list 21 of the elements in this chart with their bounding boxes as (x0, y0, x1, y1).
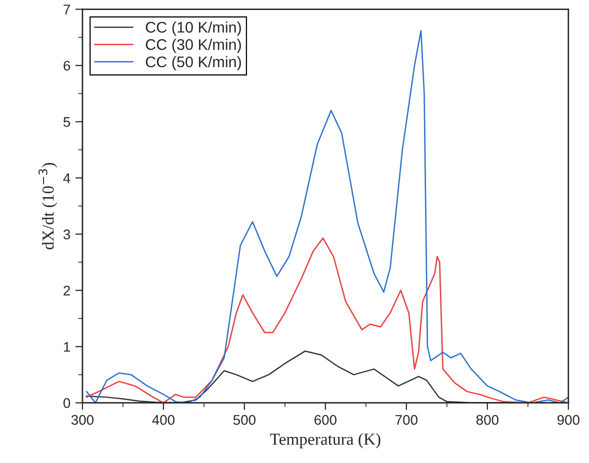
y-axis-title: dX/dt (10$^{−3}$) (38, 162, 58, 250)
x-tick-label: 700 (396, 414, 418, 425)
x-tick-label: 600 (314, 414, 336, 425)
x-tick-label: 500 (233, 414, 256, 425)
x-tick-label: 900 (557, 414, 580, 425)
y-tick-label: 3 (63, 229, 70, 240)
y-tick-label: 6 (64, 60, 70, 71)
y-tick-label: 1 (64, 342, 70, 352)
line-series (86, 237, 568, 403)
y-tick-label: 5 (63, 117, 70, 127)
legend-label: CC (50 K/min) (146, 56, 241, 70)
x-tick-label: 800 (476, 414, 498, 425)
legend-label: CC (30 K/min) (146, 38, 241, 54)
x-axis-title: Temperatura (K) (270, 433, 380, 448)
y-tick-label: 4 (63, 173, 70, 183)
x-tick-label: 400 (152, 414, 174, 425)
y-tick-label: 0 (63, 398, 70, 408)
x-tick-label: 300 (71, 414, 94, 425)
legend-label: CC (10 K/min) (146, 21, 241, 36)
y-tick-label: 7 (64, 4, 70, 14)
y-tick-label: 2 (64, 286, 70, 296)
